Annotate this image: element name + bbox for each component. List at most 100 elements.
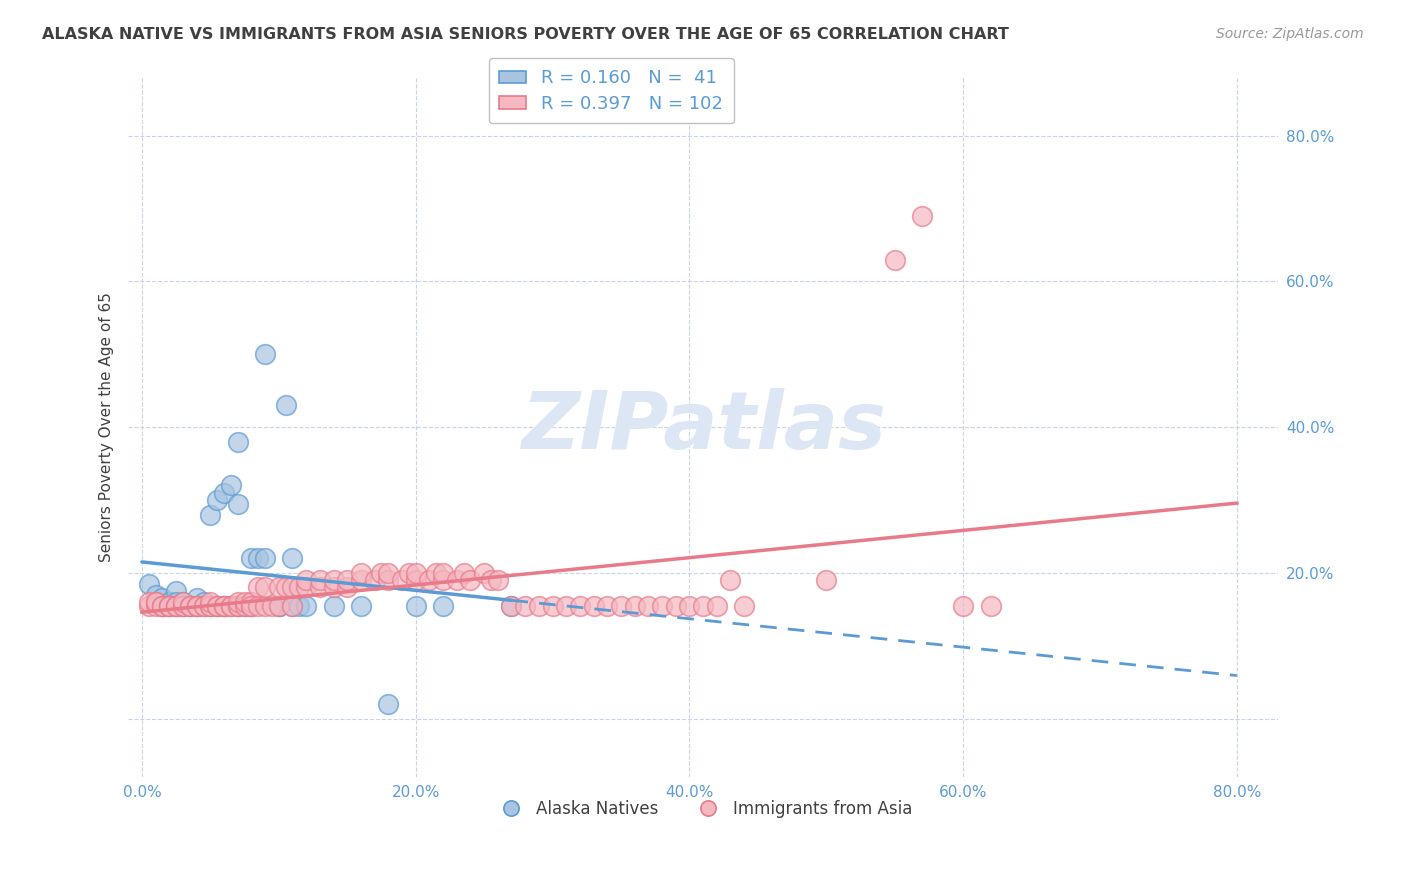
- Point: [274, 398, 297, 412]
- Point: [377, 566, 399, 580]
- Point: [226, 599, 249, 613]
- Point: [186, 599, 208, 613]
- Point: [219, 478, 242, 492]
- Point: [446, 573, 468, 587]
- Point: [240, 595, 263, 609]
- Point: [193, 595, 215, 609]
- Point: [322, 599, 344, 613]
- Point: [226, 434, 249, 449]
- Point: [212, 599, 235, 613]
- Point: [233, 599, 256, 613]
- Point: [138, 595, 160, 609]
- Point: [240, 551, 263, 566]
- Point: [541, 599, 564, 613]
- Point: [377, 573, 399, 587]
- Point: [200, 508, 222, 522]
- Point: [179, 599, 201, 613]
- Point: [370, 566, 392, 580]
- Point: [200, 599, 222, 613]
- Point: [815, 573, 838, 587]
- Point: [405, 599, 427, 613]
- Point: [212, 599, 235, 613]
- Y-axis label: Seniors Poverty Over the Age of 65: Seniors Poverty Over the Age of 65: [100, 293, 114, 562]
- Point: [205, 493, 228, 508]
- Point: [172, 599, 194, 613]
- Point: [295, 581, 318, 595]
- Point: [308, 573, 330, 587]
- Point: [186, 591, 208, 606]
- Point: [295, 573, 318, 587]
- Point: [418, 573, 440, 587]
- Point: [350, 573, 373, 587]
- Point: [205, 599, 228, 613]
- Point: [637, 599, 659, 613]
- Point: [152, 591, 174, 606]
- Point: [219, 599, 242, 613]
- Point: [405, 573, 427, 587]
- Point: [281, 599, 304, 613]
- Point: [254, 581, 277, 595]
- Point: [432, 573, 454, 587]
- Point: [200, 599, 222, 613]
- Point: [138, 576, 160, 591]
- Point: [165, 599, 187, 613]
- Point: [391, 573, 413, 587]
- Point: [453, 566, 475, 580]
- Point: [596, 599, 619, 613]
- Point: [200, 595, 222, 609]
- Point: [157, 599, 180, 613]
- Point: [288, 581, 311, 595]
- Point: [152, 599, 174, 613]
- Point: [267, 599, 290, 613]
- Point: [295, 599, 318, 613]
- Point: [186, 599, 208, 613]
- Point: [501, 599, 523, 613]
- Point: [247, 581, 270, 595]
- Legend: Alaska Natives, Immigrants from Asia: Alaska Natives, Immigrants from Asia: [488, 793, 920, 824]
- Point: [692, 599, 714, 613]
- Point: [501, 599, 523, 613]
- Point: [308, 581, 330, 595]
- Text: ALASKA NATIVE VS IMMIGRANTS FROM ASIA SENIORS POVERTY OVER THE AGE OF 65 CORRELA: ALASKA NATIVE VS IMMIGRANTS FROM ASIA SE…: [42, 27, 1010, 42]
- Point: [138, 599, 160, 613]
- Point: [555, 599, 578, 613]
- Point: [145, 595, 167, 609]
- Point: [322, 573, 344, 587]
- Point: [267, 581, 290, 595]
- Point: [226, 497, 249, 511]
- Point: [240, 599, 263, 613]
- Point: [193, 599, 215, 613]
- Point: [179, 599, 201, 613]
- Point: [247, 599, 270, 613]
- Point: [247, 551, 270, 566]
- Point: [398, 566, 420, 580]
- Point: [172, 599, 194, 613]
- Point: [165, 595, 187, 609]
- Point: [288, 599, 311, 613]
- Point: [254, 599, 277, 613]
- Point: [212, 599, 235, 613]
- Point: [952, 599, 974, 613]
- Point: [432, 599, 454, 613]
- Point: [152, 599, 174, 613]
- Point: [172, 599, 194, 613]
- Point: [610, 599, 633, 613]
- Point: [486, 573, 509, 587]
- Point: [165, 599, 187, 613]
- Point: [479, 573, 502, 587]
- Text: Source: ZipAtlas.com: Source: ZipAtlas.com: [1216, 27, 1364, 41]
- Point: [706, 599, 728, 613]
- Point: [336, 581, 359, 595]
- Point: [281, 551, 304, 566]
- Point: [425, 566, 447, 580]
- Point: [145, 588, 167, 602]
- Point: [186, 599, 208, 613]
- Point: [172, 595, 194, 609]
- Point: [651, 599, 673, 613]
- Point: [472, 566, 495, 580]
- Point: [157, 595, 180, 609]
- Point: [260, 599, 283, 613]
- Point: [179, 599, 201, 613]
- Point: [582, 599, 605, 613]
- Point: [720, 573, 742, 587]
